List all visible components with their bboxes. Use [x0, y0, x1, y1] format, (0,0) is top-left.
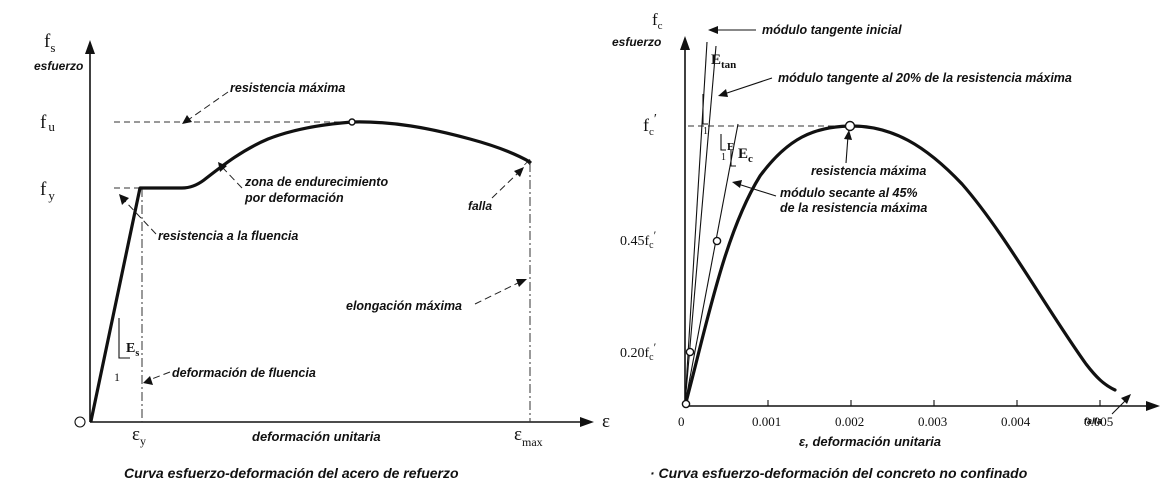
steel-leader-hardening: [221, 166, 243, 189]
steel-annotation-hardening-1: zona de endurecimiento: [244, 175, 388, 189]
concrete-leader-tangent-20-arrow: [718, 89, 728, 97]
concrete-x-axis-arrow: [1146, 401, 1160, 411]
steel-leader-yield-strength-arrow: [119, 194, 129, 205]
concrete-max-point: [844, 120, 856, 132]
steel-origin-circle: [74, 416, 86, 428]
concrete-020-point: [685, 347, 695, 357]
concrete-tick-020: 0.20fc′: [620, 340, 657, 363]
concrete-ec-triangle-a: [720, 134, 726, 151]
steel-origin-label: O: [75, 426, 76, 427]
concrete-leader-failure: [1111, 399, 1127, 415]
concrete-x-ticks: [684, 400, 1101, 406]
steel-y-axis-arrow: [85, 40, 95, 54]
concrete-secant-line: [684, 123, 739, 405]
concrete-ec-run: 1: [721, 152, 726, 163]
steel-max-point: [348, 118, 356, 126]
concrete-tick-045: 0.45fc′: [620, 228, 657, 251]
concrete-leader-secant-arrow: [732, 180, 742, 188]
concrete-y-axis-symbol: fc: [652, 10, 663, 32]
steel-slope-run: 1: [114, 370, 120, 384]
concrete-045-point: [712, 236, 722, 246]
concrete-leader-secant: [737, 183, 777, 197]
concrete-annotation-initial-tangent: módulo tangente inicial: [762, 23, 902, 37]
concrete-leader-failure-arrow: [1121, 394, 1131, 404]
concrete-annotation-secant-2: de la resistencia máxima: [780, 201, 927, 215]
concrete-leader-max-strength-arrow: [844, 130, 852, 140]
concrete-y-axis-word: esfuerzo: [612, 35, 661, 49]
concrete-leader-tangent-20: [723, 77, 773, 95]
concrete-annotation-secant-1: módulo secante al 45%: [780, 186, 918, 200]
concrete-stress-strain-curve: [683, 124, 1117, 408]
steel-emax-label: εmax: [514, 424, 543, 449]
concrete-etan-label: Etan: [711, 52, 736, 71]
concrete-etan-run: 1: [703, 126, 708, 137]
steel-stress-strain-curve: [89, 120, 532, 423]
concrete-x-tick-label: 0.004: [1001, 414, 1031, 429]
concrete-leader-initial-tangent-arrow: [708, 26, 718, 34]
concrete-y-axis-arrow: [680, 36, 690, 50]
steel-slope-label: Es: [126, 341, 139, 359]
concrete-x-tick-label: 0.001: [752, 414, 781, 429]
steel-annotation-max-elongation: elongación máxima: [346, 299, 462, 313]
steel-leader-failure: [491, 172, 519, 199]
steel-annotation-hardening-2: por deformación: [244, 191, 344, 205]
concrete-x-axis-label: ε, deformación unitaria: [799, 434, 941, 449]
steel-leader-yield-strain: [148, 371, 171, 381]
concrete-fc-label: fc′: [643, 112, 657, 138]
concrete-x-axis-symbol: ε: [1164, 410, 1165, 411]
concrete-origin-point: [681, 399, 691, 409]
steel-leader-failure-arrow: [514, 167, 524, 177]
concrete-caption: · Curva esfuerzo-deformación del concret…: [650, 465, 1028, 481]
steel-leader-max-elongation-arrow: [516, 279, 527, 287]
concrete-x-tick-label: 0.002: [835, 414, 864, 429]
concrete-annotation-failure: falla: [1084, 416, 1102, 426]
concrete-diagram: 0 0.001 0.002 0.003 0.004 0.005 fc esfue…: [612, 10, 1165, 481]
concrete-leader-max-strength: [845, 135, 849, 164]
steel-leader-hardening-arrow: [218, 162, 227, 172]
steel-x-axis-symbol: ε: [602, 411, 610, 432]
steel-failure-mark-icon: ×: [523, 155, 531, 171]
steel-x-axis-label: deformación unitaria: [252, 429, 381, 444]
steel-leader-max-elongation: [474, 281, 521, 305]
concrete-ec-triangle-b: [730, 150, 736, 167]
concrete-etan-triangle: [702, 94, 708, 125]
steel-caption: Curva esfuerzo-deformación del acero de …: [124, 465, 459, 481]
steel-y-axis-symbol: fs: [44, 31, 55, 55]
concrete-annotation-max-strength: resistencia máxima: [811, 164, 926, 178]
steel-annotation-failure: falla: [468, 199, 492, 213]
steel-slope-triangle: [118, 318, 130, 359]
concrete-x-tick-label: 0.003: [918, 414, 947, 429]
steel-annotation-yield-strain: deformación de fluencia: [172, 366, 316, 380]
steel-ey-label: εy: [132, 424, 146, 448]
steel-y-axis-word: esfuerzo: [34, 59, 83, 73]
steel-x-axis-arrow: [580, 417, 594, 427]
steel-leader-max-strength: [187, 91, 229, 121]
concrete-x-tick-label: 0.005: [1084, 414, 1113, 429]
concrete-tangent20-line: [684, 45, 717, 405]
steel-leader-max-strength-arrow: [182, 115, 192, 124]
concrete-x-tick-label: 0: [678, 414, 685, 429]
steel-annotation-yield-strength: resistencia a la fluencia: [158, 229, 298, 243]
steel-diagram: × Es 1 fs esfuerzo fu fy O ε εy εmax def…: [34, 31, 610, 481]
concrete-e-small-label: E: [727, 141, 734, 153]
steel-leader-yield-strength: [123, 199, 157, 235]
steel-annotation-max-strength: resistencia máxima: [230, 81, 345, 95]
concrete-ec-label: Ec: [738, 146, 753, 165]
concrete-annotation-tangent-20: módulo tangente al 20% de la resistencia…: [778, 71, 1072, 85]
steel-leader-yield-strain-arrow: [143, 376, 153, 385]
